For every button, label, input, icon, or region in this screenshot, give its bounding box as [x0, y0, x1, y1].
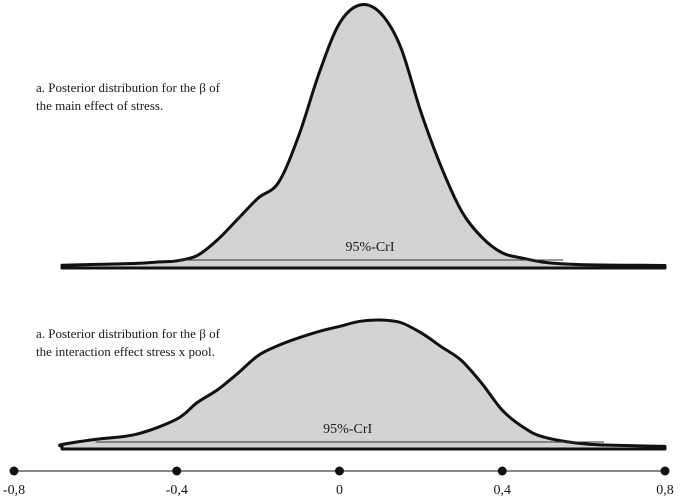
panel-interaction-effect: 95%-CrI a. Posterior distribution for th…	[36, 318, 667, 451]
panel-title-main-effect-line-1: a. Posterior distribution for the β of	[36, 80, 221, 95]
x-tick-dot	[9, 466, 19, 476]
x-tick-label: 0,8	[656, 483, 674, 497]
x-tick-dot	[335, 466, 344, 476]
x-tick-dot	[660, 466, 670, 476]
x-tick-dot	[172, 466, 182, 476]
x-tick-label: -0,4	[166, 483, 188, 497]
x-axis: -0,8 -0,4 0 0,4 0,8	[3, 466, 674, 497]
x-tick-label: -0,8	[3, 483, 25, 497]
panel-title-interaction-line-1: a. Posterior distribution for the β of	[36, 326, 221, 341]
density-main-effect	[60, 3, 667, 270]
density-interaction-effect	[58, 318, 667, 451]
cri-label-interaction-effect: 95%-CrI	[323, 422, 372, 437]
panel-title-interaction-line-2: the interaction effect stress x pool.	[36, 344, 215, 359]
x-tick-label: 0,4	[494, 483, 512, 497]
panel-main-effect: 95%-CrI a. Posterior distribution for th…	[36, 3, 667, 270]
panel-title-main-effect-line-2: the main effect of stress.	[36, 98, 163, 113]
cri-label-main-effect: 95%-CrI	[346, 240, 395, 255]
x-tick-label: 0	[336, 483, 343, 497]
x-tick-dot	[497, 466, 507, 476]
